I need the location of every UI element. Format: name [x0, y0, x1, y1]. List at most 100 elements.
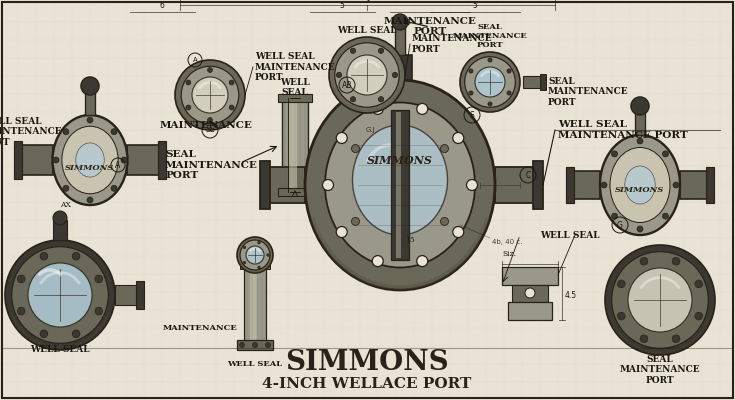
Point	[423, 89, 434, 96]
Point	[528, 292, 540, 299]
Point	[345, 189, 357, 195]
Point	[223, 27, 235, 33]
Point	[530, 368, 542, 374]
Point	[367, 222, 379, 229]
Point	[386, 244, 398, 250]
Point	[697, 336, 709, 342]
Point	[672, 298, 684, 304]
Point	[517, 125, 528, 132]
Point	[364, 271, 376, 278]
Point	[326, 204, 337, 210]
Point	[603, 329, 615, 335]
Point	[18, 304, 30, 311]
Point	[108, 260, 120, 266]
Point	[165, 308, 177, 314]
Point	[253, 120, 265, 126]
Point	[609, 232, 620, 239]
Point	[492, 97, 504, 104]
Point	[220, 366, 232, 373]
Point	[263, 268, 275, 274]
Point	[244, 28, 256, 34]
Point	[514, 284, 526, 290]
Point	[185, 255, 197, 261]
Point	[312, 180, 324, 186]
Point	[70, 243, 82, 250]
Point	[442, 374, 454, 380]
Point	[440, 90, 451, 97]
Point	[481, 263, 493, 270]
Point	[464, 31, 476, 38]
Point	[526, 283, 538, 290]
Point	[190, 157, 202, 163]
Point	[656, 130, 668, 137]
Point	[709, 256, 720, 262]
Point	[715, 167, 727, 174]
Point	[409, 342, 420, 349]
Point	[89, 213, 101, 220]
Point	[318, 281, 329, 288]
Point	[255, 200, 267, 206]
Point	[107, 70, 119, 77]
Point	[466, 228, 478, 235]
Point	[640, 338, 652, 345]
Bar	[635, 113, 645, 135]
Point	[307, 216, 319, 222]
Point	[18, 68, 29, 74]
Point	[121, 173, 133, 179]
Point	[43, 46, 55, 52]
Point	[70, 369, 82, 375]
Point	[384, 158, 395, 164]
Point	[43, 245, 55, 252]
Point	[673, 112, 684, 119]
Point	[430, 102, 442, 109]
Point	[148, 332, 159, 339]
Point	[613, 386, 625, 393]
Point	[553, 126, 565, 132]
Bar	[533, 161, 543, 209]
Point	[314, 152, 326, 158]
Point	[143, 170, 154, 176]
Point	[164, 141, 176, 147]
Point	[648, 135, 660, 142]
Point	[487, 161, 499, 168]
Point	[68, 166, 80, 173]
Point	[653, 232, 665, 238]
Point	[376, 170, 388, 176]
Point	[47, 239, 59, 245]
Point	[57, 264, 68, 271]
Bar	[250, 267, 257, 343]
Point	[437, 236, 449, 242]
Point	[422, 124, 434, 130]
Point	[542, 192, 553, 199]
Point	[401, 188, 412, 194]
Ellipse shape	[600, 135, 680, 235]
Point	[449, 340, 461, 346]
Point	[443, 159, 455, 166]
Point	[461, 349, 473, 356]
Point	[475, 223, 487, 230]
Point	[207, 34, 219, 40]
Point	[204, 164, 215, 171]
Point	[291, 209, 303, 216]
Point	[376, 344, 388, 351]
Point	[485, 10, 497, 16]
Point	[161, 245, 173, 252]
Point	[620, 57, 632, 64]
Point	[233, 361, 245, 368]
Point	[537, 256, 549, 262]
Point	[486, 279, 498, 285]
Point	[99, 183, 111, 189]
Point	[323, 377, 335, 383]
Point	[145, 316, 157, 323]
Point	[193, 222, 204, 228]
Point	[570, 379, 582, 385]
Point	[304, 350, 315, 356]
Point	[568, 348, 580, 354]
Point	[426, 194, 438, 200]
Point	[231, 63, 243, 69]
Point	[683, 144, 695, 150]
Point	[538, 55, 550, 61]
Point	[589, 158, 600, 164]
Point	[341, 188, 353, 195]
Point	[512, 270, 524, 276]
